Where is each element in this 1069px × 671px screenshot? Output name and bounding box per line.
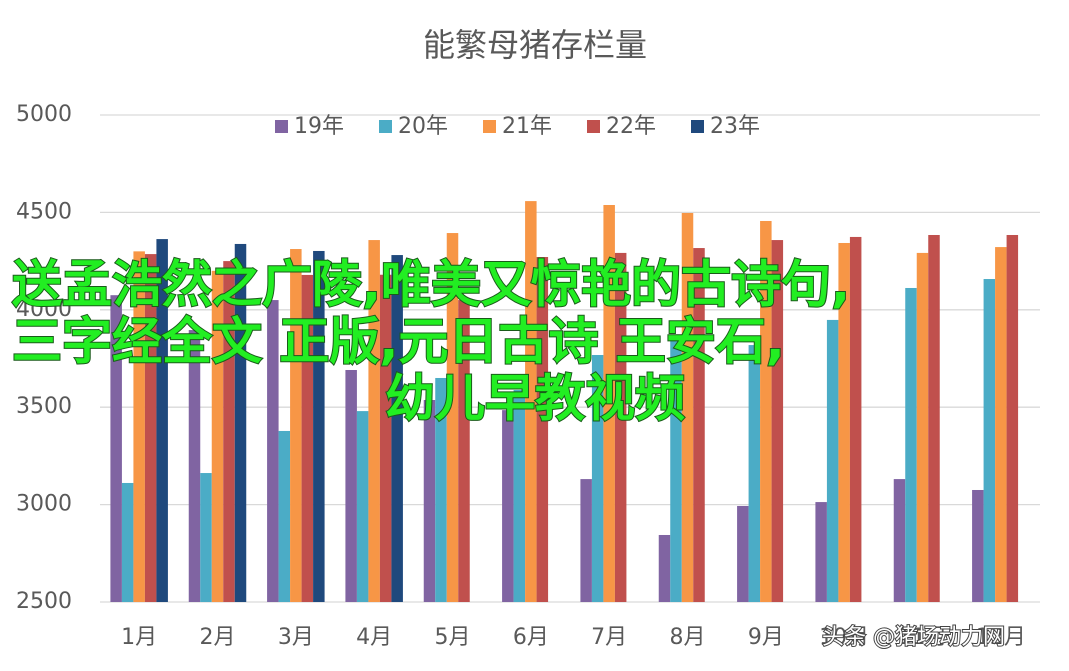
bar bbox=[658, 534, 671, 602]
bar bbox=[995, 247, 1007, 602]
watermark: 头条 @猪场动力网 bbox=[822, 625, 1005, 650]
x-tick-label: 12月 bbox=[976, 625, 1026, 650]
bar bbox=[670, 339, 682, 602]
bar bbox=[737, 505, 749, 602]
bar bbox=[838, 242, 850, 603]
bar bbox=[458, 300, 470, 602]
bar bbox=[446, 233, 459, 602]
bar bbox=[1006, 234, 1019, 602]
x-tick-label: 9月 bbox=[748, 625, 784, 650]
bar bbox=[223, 261, 235, 602]
x-tick-label: 6月 bbox=[513, 625, 549, 650]
bar bbox=[513, 390, 526, 602]
y-tick-label: 4000 bbox=[16, 297, 72, 322]
plot: 2500 3000 3500 4000 4500 5000 19年 20年 21年 22年 23年 1… bbox=[16, 102, 1040, 650]
bar bbox=[234, 243, 247, 603]
bar bbox=[435, 377, 447, 602]
y-tick-label: 4500 bbox=[16, 199, 72, 224]
bar bbox=[156, 239, 168, 603]
bar bbox=[614, 252, 627, 602]
legend-label: 21年 bbox=[502, 114, 552, 139]
bar bbox=[188, 330, 201, 602]
bar bbox=[211, 270, 224, 602]
legend-swatch bbox=[587, 120, 600, 133]
bar bbox=[916, 252, 929, 602]
bar bbox=[760, 220, 772, 603]
bar bbox=[580, 479, 592, 602]
bar bbox=[133, 251, 145, 603]
bar bbox=[693, 248, 705, 602]
legend-label: 23年 bbox=[710, 114, 760, 139]
y-tick-label: 3000 bbox=[16, 492, 72, 517]
bar bbox=[928, 234, 940, 602]
bar bbox=[278, 430, 291, 602]
bar bbox=[144, 254, 157, 602]
legend-label: 22年 bbox=[606, 114, 656, 139]
legend-swatch bbox=[379, 120, 392, 133]
bar bbox=[536, 257, 549, 602]
legend-swatch bbox=[275, 120, 288, 133]
x-tick-label: 2月 bbox=[200, 625, 236, 650]
bar bbox=[771, 240, 784, 603]
bar bbox=[313, 250, 325, 602]
x-tick-label: 11月 bbox=[898, 625, 948, 650]
x-tick-label: 5月 bbox=[435, 625, 471, 650]
bar bbox=[379, 274, 392, 602]
bar bbox=[200, 473, 212, 602]
bar bbox=[502, 410, 514, 602]
overlay-text: 三字经全文 正版,元日古诗 王安石, bbox=[12, 313, 785, 371]
overlay-text: 幼儿早教视频 bbox=[385, 370, 685, 428]
bar bbox=[290, 249, 302, 602]
y-tick-label: 5000 bbox=[16, 102, 72, 127]
legend-swatch bbox=[691, 120, 704, 133]
bar bbox=[826, 319, 839, 602]
bar bbox=[368, 240, 380, 603]
y-tick-label: 3500 bbox=[16, 394, 72, 419]
y-tick-label: 2500 bbox=[16, 589, 72, 614]
bar bbox=[525, 201, 537, 602]
x-tick-label: 10月 bbox=[819, 625, 869, 650]
bar bbox=[110, 295, 122, 602]
bar bbox=[356, 411, 369, 602]
bar bbox=[591, 354, 604, 602]
bar bbox=[423, 399, 436, 602]
x-tick-label: 3月 bbox=[278, 625, 314, 650]
bar bbox=[301, 274, 314, 602]
bar bbox=[905, 287, 917, 602]
bar bbox=[681, 212, 694, 602]
bar bbox=[972, 489, 984, 602]
x-tick-label: 1月 bbox=[121, 625, 157, 650]
overlay-text: 送孟浩然之广陵,唯美又惊艳的古诗句, bbox=[12, 256, 850, 314]
bar bbox=[893, 479, 906, 602]
bar bbox=[815, 502, 827, 602]
x-tick-label: 7月 bbox=[591, 625, 627, 650]
x-tick-label: 4月 bbox=[356, 625, 392, 650]
bar bbox=[267, 300, 279, 602]
bar bbox=[391, 255, 403, 602]
bar bbox=[748, 345, 761, 602]
bar bbox=[121, 482, 134, 602]
x-tick-label: 8月 bbox=[670, 625, 706, 650]
chart-title: 能繁母猪存栏量 bbox=[423, 26, 647, 64]
legend-swatch bbox=[483, 120, 496, 133]
bar bbox=[345, 369, 357, 602]
bar bbox=[849, 236, 862, 602]
legend-label: 20年 bbox=[398, 114, 448, 139]
legend-label: 19年 bbox=[294, 114, 344, 139]
bar bbox=[603, 204, 615, 602]
bar bbox=[983, 279, 996, 602]
